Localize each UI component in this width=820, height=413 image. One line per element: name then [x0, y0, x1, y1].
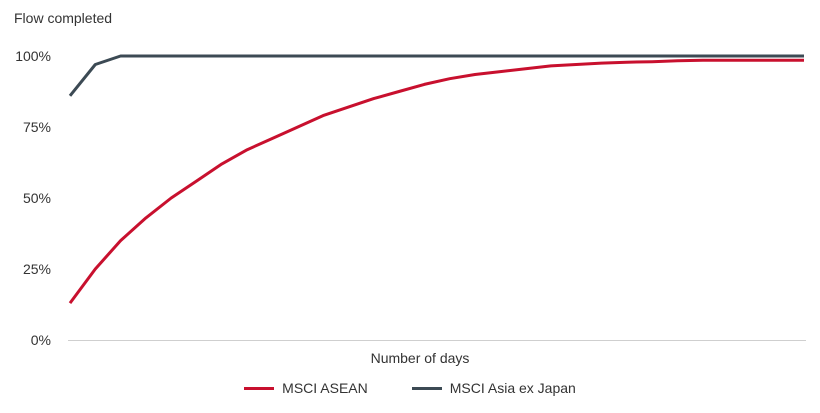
y-tick-label: 50% [23, 190, 51, 206]
legend-label-asean: MSCI ASEAN [282, 380, 368, 396]
legend-swatch-asean [244, 386, 275, 390]
legend-item-asia-ex-japan: MSCI Asia ex Japan [411, 380, 576, 396]
legend-swatch-asia-ex-japan [411, 386, 442, 390]
series-line-msci-asean [68, 58, 804, 304]
legend-label-asia-ex-japan: MSCI Asia ex Japan [449, 380, 576, 396]
y-tick-label: 25% [23, 261, 51, 277]
y-axis-title: Flow completed [14, 10, 113, 26]
legend-item-asean: MSCI ASEAN [244, 380, 368, 396]
legend: MSCI ASEAN MSCI Asia ex Japan [0, 380, 820, 396]
y-tick-label: 0% [31, 332, 51, 348]
y-tick-label: 100% [15, 48, 51, 64]
series-line-msci-asia-ex-japan [68, 54, 804, 97]
x-axis-title: Number of days [370, 350, 470, 366]
y-tick-label: 75% [23, 119, 51, 135]
